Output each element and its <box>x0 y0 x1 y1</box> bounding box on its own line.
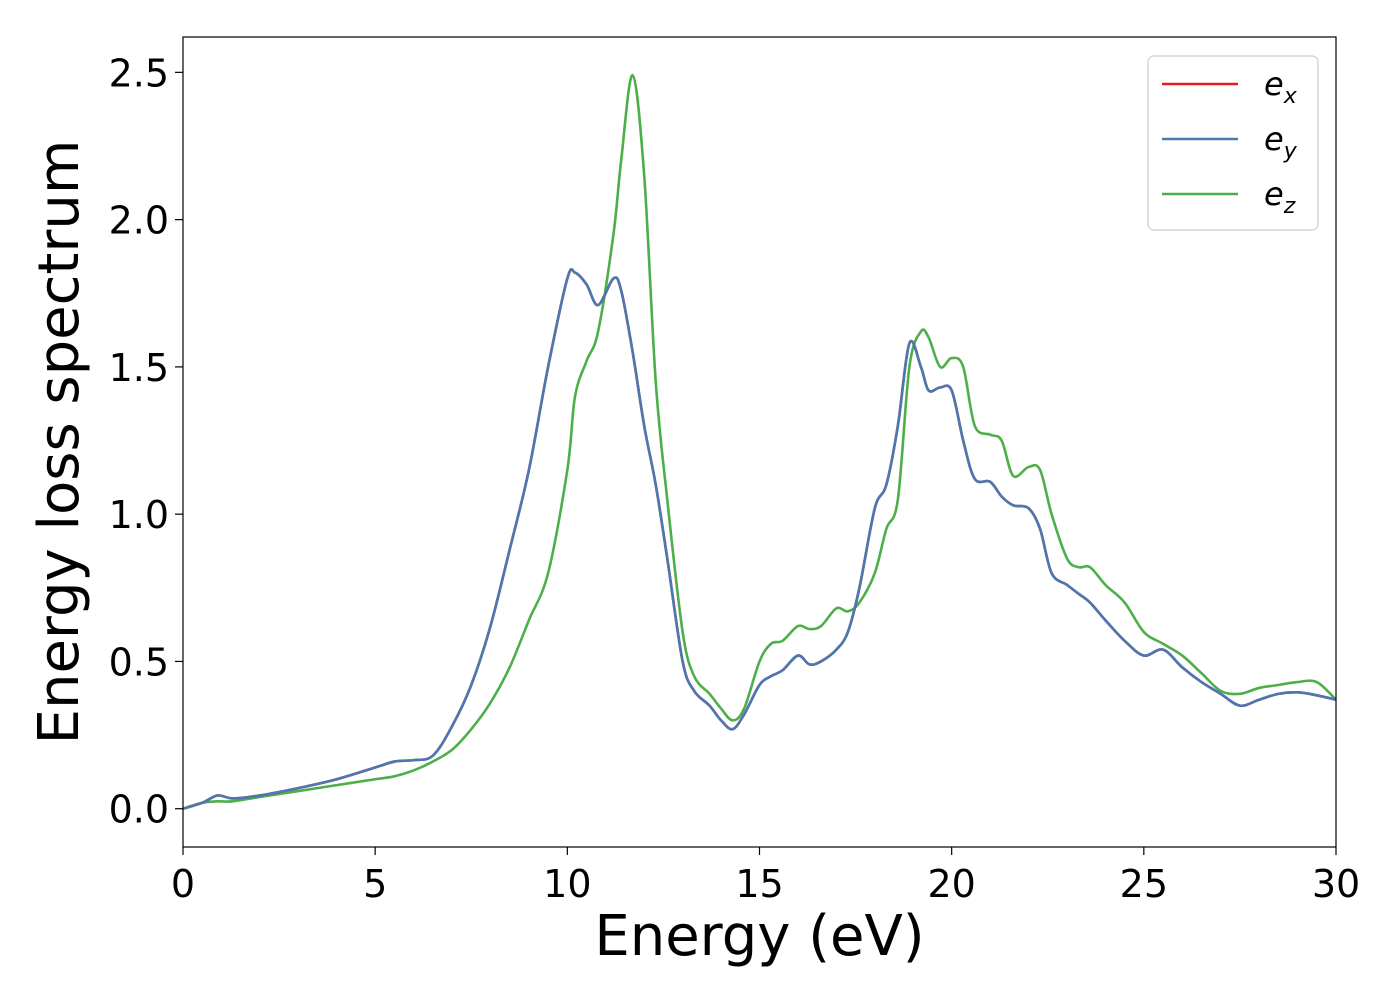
series-line-e-z <box>183 73 1336 810</box>
legend-label-main: e <box>1264 120 1284 158</box>
legend-label-e-z: ez <box>1264 175 1296 219</box>
y-tick-label: 2.5 <box>109 51 169 95</box>
y-tick-label: 0.5 <box>109 640 169 684</box>
x-tick-label: 25 <box>1120 862 1168 906</box>
legend-label-main: e <box>1264 175 1284 213</box>
y-tick-label: 0.0 <box>109 788 169 832</box>
legend-label-subscript: y <box>1283 139 1298 164</box>
legend-label-e-y: ey <box>1264 120 1298 164</box>
legend-label-subscript: x <box>1283 84 1298 109</box>
y-tick-label: 1.0 <box>109 493 169 537</box>
series-group <box>183 73 1336 810</box>
x-tick-label: 0 <box>171 862 195 906</box>
x-axis-label: Energy (eV) <box>594 904 924 969</box>
y-tick-label: 1.5 <box>109 346 169 390</box>
x-tick-label: 10 <box>543 862 591 906</box>
y-axis-label: Energy loss spectrum <box>27 140 92 745</box>
legend-label-e-x: ex <box>1264 65 1298 109</box>
x-axis: 0 5 10 15 20 25 30 <box>171 847 1360 906</box>
legend-box <box>1147 55 1319 231</box>
x-tick-label: 20 <box>927 862 975 906</box>
plot-area <box>183 73 1336 810</box>
x-tick-label: 5 <box>363 862 387 906</box>
x-tick-label: 30 <box>1312 862 1360 906</box>
legend-label-main: e <box>1264 65 1284 103</box>
legend-label-subscript: z <box>1283 194 1296 219</box>
y-axis: 0.0 0.5 1.0 1.5 2.0 2.5 <box>109 51 183 832</box>
series-line-e-y <box>183 268 1336 810</box>
y-tick-label: 2.0 <box>109 199 169 243</box>
x-tick-label: 15 <box>735 862 783 906</box>
